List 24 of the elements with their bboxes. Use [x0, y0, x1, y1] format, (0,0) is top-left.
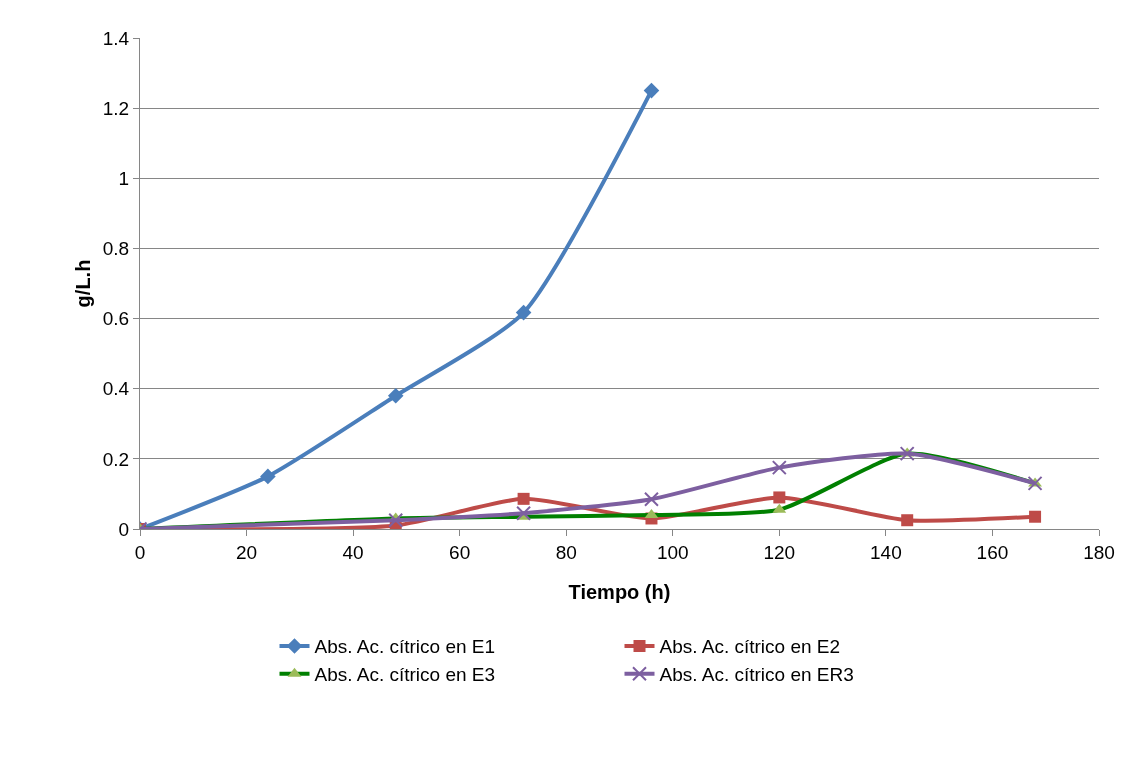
- y-tick-label: 1: [118, 167, 130, 189]
- y-tick-label: 1.2: [102, 97, 130, 119]
- legend-label: Abs. Ac. cítrico en E1: [314, 636, 496, 658]
- legend-label: Abs. Ac. cítrico en E2: [659, 636, 841, 658]
- legend-label: Abs. Ac. cítrico en ER3: [659, 664, 854, 686]
- y-tick-label: 0.2: [102, 448, 130, 470]
- x-tick-label: 40: [342, 541, 364, 563]
- y-tick-label: 1.4: [102, 27, 130, 49]
- y-tick-label: 0.6: [102, 308, 130, 330]
- x-tick-label: 60: [449, 541, 471, 563]
- x-tick-label: 180: [1083, 541, 1115, 563]
- x-tick-label: 0: [134, 541, 146, 563]
- x-tick-label: 100: [656, 541, 689, 563]
- x-tick-label: 120: [763, 541, 796, 563]
- x-tick-label: 80: [555, 541, 577, 563]
- legend-label: Abs. Ac. cítrico en E3: [314, 664, 496, 686]
- y-tick-label: 0: [118, 518, 130, 540]
- x-tick-label: 160: [976, 541, 1009, 563]
- y-axis-title: g/L.h: [72, 259, 94, 308]
- y-tick-label: 0.8: [102, 238, 130, 260]
- x-tick-label: 20: [235, 541, 258, 563]
- x-tick-label: 140: [870, 541, 902, 563]
- x-axis-title: Tiempo (h): [568, 581, 671, 603]
- y-tick-label: 0.4: [102, 378, 130, 400]
